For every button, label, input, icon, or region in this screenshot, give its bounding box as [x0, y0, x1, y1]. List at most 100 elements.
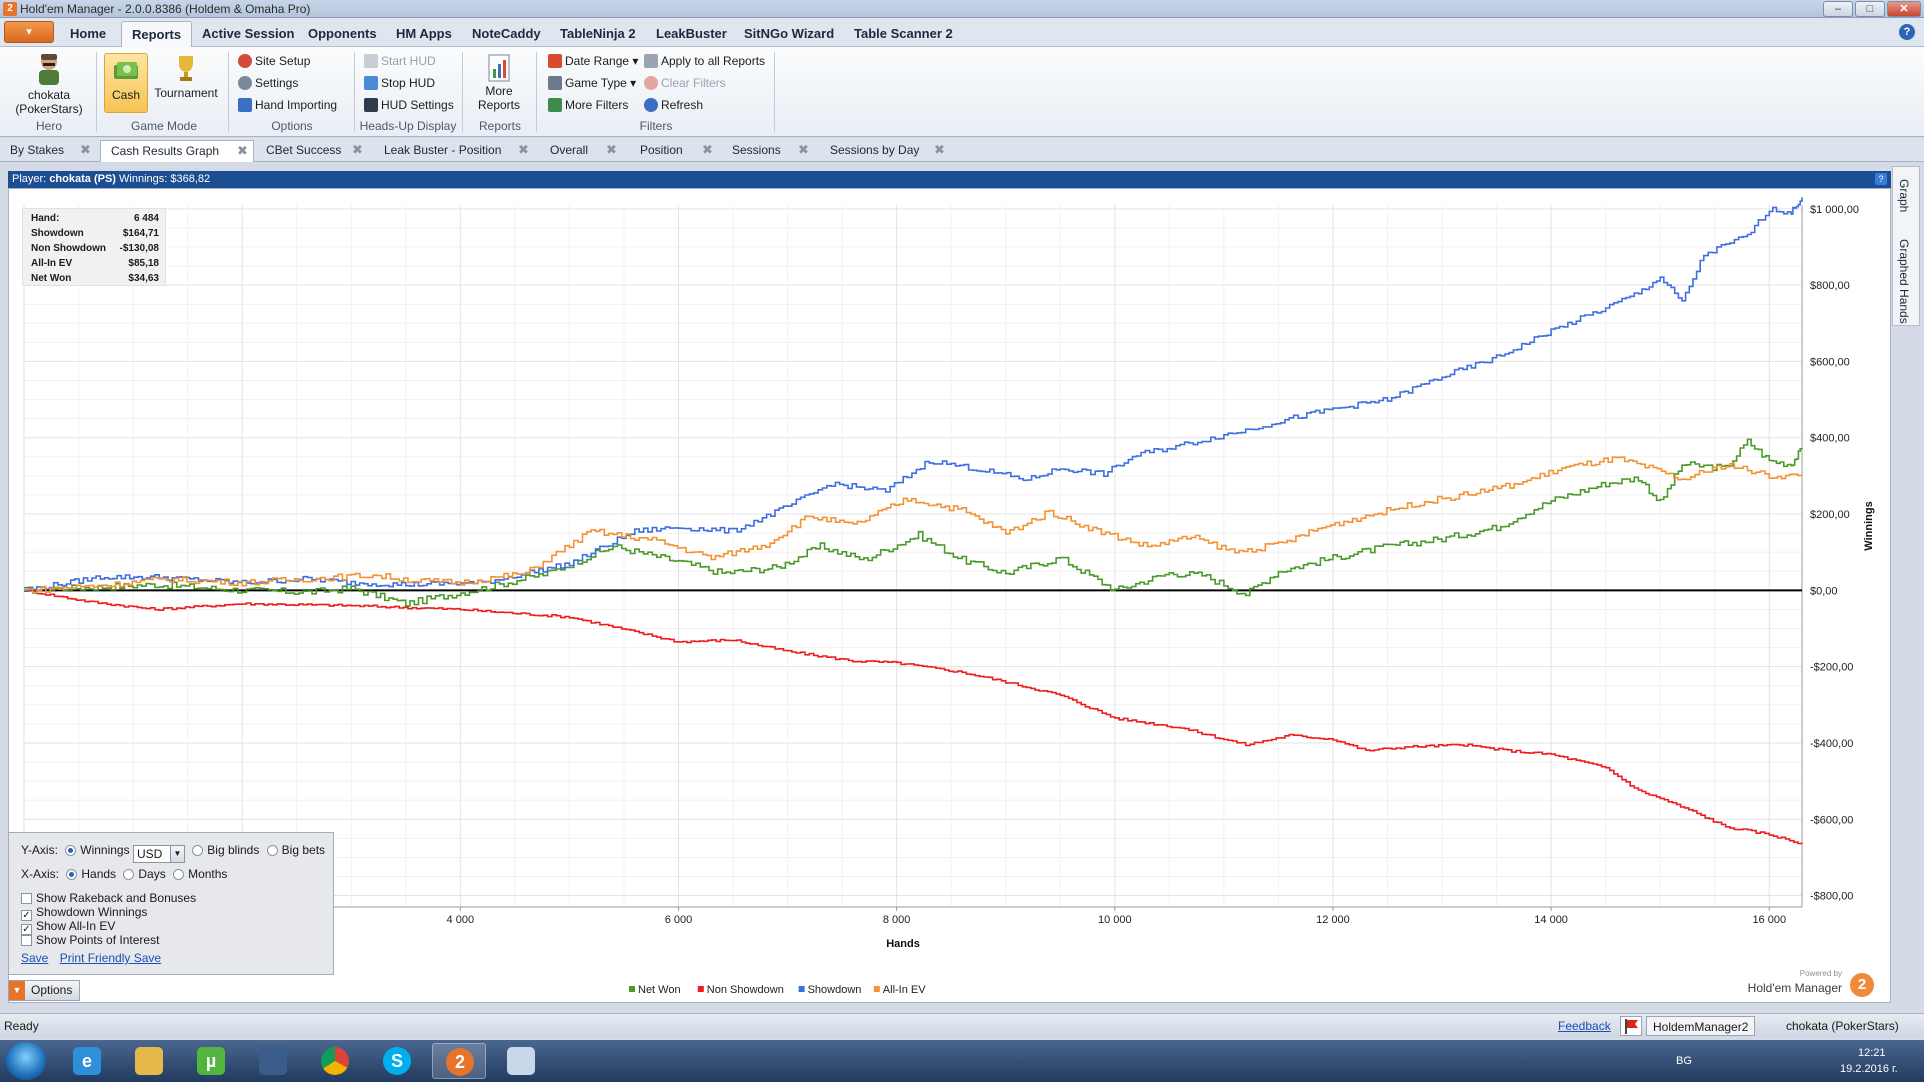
doc-tab-sessions-by-day[interactable]: Sessions by Day ✖ [820, 140, 950, 162]
tab-home[interactable]: Home [70, 26, 107, 41]
user-status[interactable]: chokata (PokerStars) [1780, 1016, 1905, 1036]
doc-tab-cash-results-graph[interactable]: Cash Results Graph ✖ [100, 140, 254, 162]
tab-notecaddy[interactable]: NoteCaddy [472, 26, 541, 41]
currency-select[interactable]: USD ▼ [132, 845, 185, 863]
brand-logo-block: Powered by Hold'em Manager 2 [1740, 969, 1880, 999]
close-tab-icon[interactable]: ✖ [798, 142, 809, 157]
app-icon[interactable]: 2 [3, 2, 17, 16]
y-axis-big-bets-radio[interactable] [266, 845, 278, 856]
save-link[interactable]: Save [21, 951, 49, 965]
tab-active-session[interactable]: Active Session [202, 26, 295, 41]
side-tab-graphed-hands[interactable]: Graphed Hands [1897, 239, 1911, 324]
x-axis-days-radio[interactable] [123, 869, 135, 880]
side-tab-graph[interactable]: Graph [1897, 179, 1911, 213]
close-tab-icon[interactable]: ✖ [702, 142, 713, 157]
stop-hud-button[interactable]: Stop HUD [364, 74, 435, 92]
doc-tab-leak-buster-position[interactable]: Leak Buster - Position ✖ [374, 140, 536, 162]
start-hud-button[interactable]: Start HUD [364, 52, 436, 70]
close-tab-icon[interactable]: ✖ [352, 142, 363, 157]
cash-mode-button[interactable]: Cash [104, 53, 148, 113]
tab-opponents[interactable]: Opponents [308, 26, 377, 41]
minimize-button[interactable]: – [1823, 1, 1853, 17]
y-tick-label: $0,00 [1810, 585, 1838, 597]
options-arrow-icon: ▼ [9, 981, 25, 1000]
filters-group-label: Filters [639, 119, 673, 133]
y-axis-winnings-radio[interactable] [65, 845, 77, 856]
x-axis-hands-radio[interactable] [66, 869, 78, 880]
tab-sitngo-wizard[interactable]: SitNGo Wizard [744, 26, 835, 41]
graph-options-panel: Y-Axis: Winnings USD ▼ Big blinds Big bet… [8, 832, 334, 975]
close-tab-icon[interactable]: ✖ [934, 142, 945, 157]
more-reports-button[interactable]: More Reports [468, 53, 530, 112]
help-icon[interactable]: ? [1875, 173, 1887, 185]
stat-key: Showdown [31, 228, 84, 239]
holdem-manager-taskbar-icon[interactable]: 2 [432, 1043, 486, 1079]
more-filters-button[interactable]: More Filters [548, 96, 628, 114]
flag-icon[interactable] [1620, 1016, 1642, 1036]
tab-tableninja[interactable]: TableNinja 2 [560, 26, 636, 41]
close-tab-icon[interactable]: ✖ [237, 143, 248, 158]
tab-reports[interactable]: Reports [121, 21, 193, 47]
y-tick-label: $600,00 [1810, 356, 1850, 368]
close-tab-icon[interactable]: ✖ [606, 142, 617, 157]
doc-tab-cbet-success[interactable]: CBet Success ✖ [256, 140, 370, 162]
close-tab-icon[interactable]: ✖ [80, 142, 91, 157]
refresh-button[interactable]: Refresh [644, 96, 703, 114]
stat-key: Hand: [31, 213, 60, 224]
settings-button[interactable]: Settings [238, 74, 298, 92]
paint-icon[interactable] [494, 1043, 548, 1079]
options-toggle-button[interactable]: ▼ Options [8, 980, 80, 1001]
doc-tab-position[interactable]: Position ✖ [630, 140, 716, 162]
application-menu-button[interactable]: ▾ [4, 21, 54, 43]
doc-tab-overall[interactable]: Overall ✖ [540, 140, 624, 162]
cash-icon [114, 62, 138, 79]
hand-importing-button[interactable]: Hand Importing [238, 96, 337, 114]
date-range-button[interactable]: Date Range ▾ [548, 52, 638, 70]
show-poi-checkbox[interactable]: Show Points of Interest [21, 933, 159, 947]
y-axis-big-blinds-radio[interactable] [192, 845, 204, 856]
apply-all-reports-button[interactable]: Apply to all Reports [644, 52, 765, 70]
language-indicator[interactable]: BG [1676, 1055, 1692, 1067]
red-flag-icon [1625, 1019, 1638, 1034]
feedback-link[interactable]: Feedback [1558, 1019, 1611, 1033]
refresh-icon [644, 98, 658, 112]
tab-hm-apps[interactable]: HM Apps [396, 26, 452, 41]
tab-leakbuster[interactable]: LeakBuster [656, 26, 727, 41]
game-type-button[interactable]: Game Type ▾ [548, 74, 636, 92]
clock-date[interactable]: 19.2.2016 г. [1840, 1063, 1898, 1075]
help-icon[interactable]: ? [1899, 24, 1915, 40]
app-status-button[interactable]: HoldemManager2 [1646, 1016, 1756, 1036]
internet-explorer-icon[interactable]: e [60, 1043, 114, 1079]
close-tab-icon[interactable]: ✖ [518, 142, 529, 157]
hero-avatar-icon [39, 54, 59, 85]
tab-table-scanner[interactable]: Table Scanner 2 [854, 26, 953, 41]
ribbon-separator [774, 52, 775, 132]
hud-settings-button[interactable]: HUD Settings [364, 96, 454, 114]
maximize-button[interactable]: □ [1855, 1, 1885, 17]
hero-selector[interactable]: chokata (PokerStars) [8, 51, 90, 116]
site-setup-button[interactable]: Site Setup [238, 52, 310, 70]
chrome-icon[interactable] [308, 1043, 362, 1079]
close-button[interactable]: ✕ [1887, 1, 1921, 17]
show-allin-ev-checkbox[interactable]: ✓ Show All-In EV [21, 919, 115, 935]
y-axis-label: Y-Axis: [21, 843, 58, 857]
show-rakeback-checkbox[interactable]: Show Rakeback and Bonuses [21, 891, 196, 905]
y-axis-big-blinds-label: Big blinds [207, 843, 260, 857]
windows-start-icon[interactable] [6, 1042, 46, 1080]
legend-label: All-In EV [883, 984, 926, 996]
clear-filters-button[interactable]: Clear Filters [644, 74, 726, 92]
side-tab-strip: Graph Graphed Hands [1892, 166, 1920, 326]
remote-desktop-icon[interactable] [246, 1043, 300, 1079]
file-explorer-icon[interactable] [122, 1043, 176, 1079]
x-axis-months-radio[interactable] [173, 869, 185, 880]
utorrent-icon[interactable]: µ [184, 1043, 238, 1079]
cash-label: Cash [111, 88, 140, 102]
showdown-winnings-checkbox[interactable]: ✓ Showdown Winnings [21, 905, 147, 921]
skype-icon[interactable]: S [370, 1043, 424, 1079]
tournament-mode-button[interactable]: Tournament [150, 53, 222, 113]
doc-tab-by-stakes[interactable]: By Stakes ✖ [0, 140, 98, 162]
doc-tab-sessions[interactable]: Sessions ✖ [722, 140, 814, 162]
clock-time[interactable]: 12:21 [1858, 1047, 1886, 1059]
print-friendly-save-link[interactable]: Print Friendly Save [59, 951, 162, 965]
x-tick-label: 8 000 [883, 914, 911, 926]
